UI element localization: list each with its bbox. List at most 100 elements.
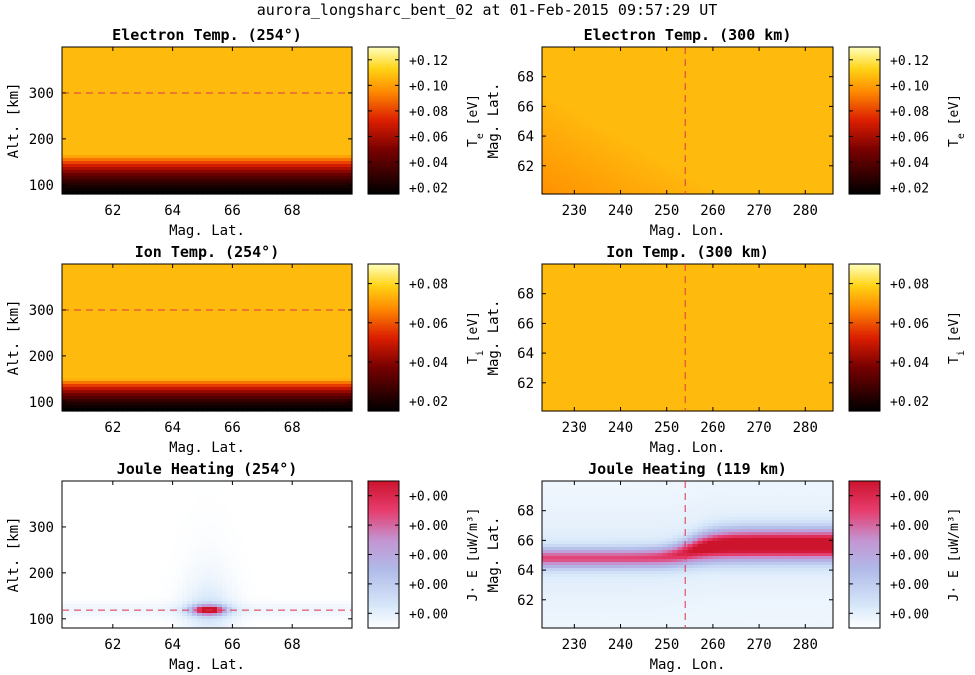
heatmap-cell: [122, 140, 128, 144]
heatmap-cell: [182, 92, 188, 96]
heatmap-cell: [337, 101, 343, 105]
heatmap-cell: [137, 122, 143, 126]
heatmap-cell: [542, 65, 548, 69]
heatmap-cell: [112, 74, 118, 78]
heatmap-cell: [147, 170, 153, 174]
heatmap-cell: [242, 83, 248, 87]
heatmap-cell: [117, 140, 123, 144]
heatmap-cell: [627, 62, 633, 66]
heatmap-cell: [692, 137, 699, 141]
heatmap-cell: [77, 137, 83, 141]
colorbar-cell: [368, 47, 399, 51]
heatmap-cell: [702, 80, 709, 84]
heatmap-cell: [692, 86, 699, 90]
heatmap-cell: [732, 188, 739, 192]
heatmap-cell: [197, 80, 203, 84]
heatmap-cell: [232, 83, 238, 87]
heatmap-cell: [87, 137, 93, 141]
heatmap-cell: [297, 182, 303, 186]
heatmap-cell: [717, 167, 724, 171]
heatmap-cell: [717, 137, 724, 141]
heatmap-cell: [152, 98, 158, 102]
heatmap-cell: [592, 173, 598, 177]
heatmap-cell: [227, 155, 233, 159]
heatmap-cell: [282, 62, 288, 66]
heatmap-cell: [137, 71, 143, 75]
heatmap-cell: [277, 53, 283, 57]
heatmap-cell: [297, 98, 303, 102]
heatmap-cell: [157, 68, 163, 72]
heatmap-cell: [152, 74, 158, 78]
heatmap-cell: [172, 170, 178, 174]
heatmap-cell: [657, 62, 664, 66]
heatmap-cell: [187, 122, 193, 126]
heatmap-cell: [602, 128, 608, 132]
heatmap-cell: [287, 77, 293, 81]
heatmap-cell: [632, 89, 638, 93]
heatmap-cell: [547, 68, 553, 72]
heatmap-cell: [147, 185, 153, 189]
heatmap-cell: [172, 185, 178, 189]
heatmap-cell: [642, 143, 648, 147]
heatmap-cell: [72, 173, 78, 177]
heatmap-cell: [232, 173, 238, 177]
heatmap-cell: [77, 179, 83, 183]
heatmap-cell: [332, 56, 338, 60]
heatmap-cell: [662, 59, 669, 63]
colorbar-cell: [368, 91, 399, 95]
heatmap-cell: [197, 188, 203, 192]
heatmap-cell: [177, 65, 183, 69]
heatmap-cell: [182, 188, 188, 192]
heatmap-cell: [632, 62, 638, 66]
heatmap-cell: [132, 164, 138, 168]
heatmap-cell: [702, 152, 709, 156]
heatmap-cell: [202, 173, 208, 177]
colorbar-cell: [368, 110, 399, 114]
heatmap-cell: [72, 74, 78, 78]
heatmap-cell: [312, 188, 318, 192]
heatmap-cell: [257, 122, 263, 126]
heatmap-cell: [182, 176, 188, 180]
heatmap-cell: [137, 170, 143, 174]
heatmap-cell: [612, 104, 618, 108]
heatmap-cell: [112, 167, 118, 171]
heatmap-cell: [737, 158, 744, 162]
heatmap-cell: [657, 128, 664, 132]
heatmap-cell: [667, 146, 674, 150]
heatmap-cell: [677, 149, 684, 153]
heatmap-cell: [267, 191, 273, 195]
heatmap-cell: [247, 119, 253, 123]
heatmap-cell: [572, 65, 578, 69]
heatmap-cell: [247, 170, 253, 174]
heatmap-cell: [672, 50, 679, 54]
heatmap-cell: [62, 116, 68, 120]
heatmap-cell: [582, 50, 588, 54]
heatmap-cell: [217, 62, 223, 66]
heatmap-cell: [737, 173, 744, 177]
heatmap-cell: [317, 89, 323, 93]
heatmap-cell: [647, 98, 653, 102]
heatmap-cell: [267, 95, 273, 99]
heatmap-cell: [277, 50, 283, 54]
heatmap-cell: [252, 149, 258, 153]
heatmap-cell: [687, 116, 694, 120]
heatmap-cell: [737, 170, 744, 174]
heatmap-cell: [257, 56, 263, 60]
heatmap-cell: [197, 182, 203, 186]
heatmap-cell: [192, 158, 198, 162]
heatmap-cell: [127, 83, 133, 87]
heatmap-cell: [87, 167, 93, 171]
heatmap-cell: [317, 83, 323, 87]
heatmap-cell: [677, 182, 684, 186]
heatmap-cell: [102, 110, 108, 114]
heatmap-cell: [657, 113, 664, 117]
heatmap-cell: [282, 185, 288, 189]
heatmap-cell: [652, 188, 658, 192]
heatmap-cell: [242, 173, 248, 177]
heatmap-cell: [302, 173, 308, 177]
heatmap-cell: [122, 185, 128, 189]
heatmap-cell: [72, 170, 78, 174]
heatmap-cell: [267, 164, 273, 168]
heatmap-cell: [277, 116, 283, 120]
heatmap-cell: [577, 152, 583, 156]
